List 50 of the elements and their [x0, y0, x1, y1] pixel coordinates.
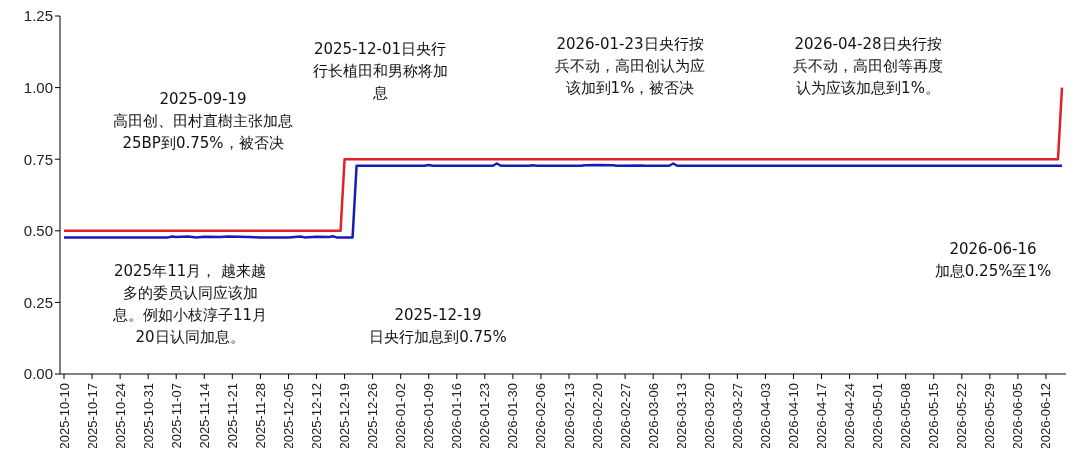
x-tick-label: 2026-04-24 [842, 383, 858, 450]
annotation: 2025年11月， 越来越多的委员认同应该加息。例如小枝淳子11月20日认同加息。 [111, 261, 269, 348]
x-tick-label: 2026-02-13 [561, 383, 577, 450]
y-tick-label: 1.25 [23, 7, 53, 25]
x-tick-label: 2026-03-06 [645, 383, 661, 450]
x-tick-label: 2026-06-12 [1038, 383, 1054, 450]
x-tick-label: 2025-12-19 [337, 383, 353, 450]
x-tick-label: 2026-05-08 [898, 383, 914, 450]
x-tick-label: 2025-12-12 [309, 383, 325, 450]
y-tick-label: 1.00 [23, 78, 53, 96]
x-tick-label: 2026-01-02 [393, 383, 409, 450]
y-tick-label: 0.00 [23, 365, 53, 383]
x-tick-label: 2025-11-07 [168, 383, 184, 449]
annotation: 2026-04-28日央行按兵不动，高田创等再度认为应该加息到1%。 [792, 34, 944, 99]
annotation: 2026-01-23日央行按兵不动，高田创认为应该加到1%，被否决 [554, 34, 706, 99]
x-tick-label: 2026-05-01 [870, 383, 886, 450]
line-series [62, 162, 1064, 239]
x-tick-label: 2026-06-05 [1010, 383, 1026, 450]
x-tick-label: 2025-10-10 [56, 383, 72, 450]
x-tick-label: 2026-02-27 [617, 383, 633, 450]
x-tick-label: 2026-02-06 [533, 383, 549, 450]
annotation: 2025-12-19 日央行加息到0.75% [369, 305, 507, 348]
x-tick-label: 2026-02-20 [589, 383, 605, 450]
x-tick-label: 2026-01-30 [505, 383, 521, 450]
x-tick-label: 2026-01-23 [477, 383, 493, 450]
x-tick-label: 2025-12-26 [365, 383, 381, 450]
x-tick-label: 2026-04-17 [814, 383, 830, 450]
annotation: 2025-12-01日央行行长植田和男称将加息 [311, 39, 449, 104]
x-tick-label: 2026-05-29 [982, 383, 998, 450]
x-tick-label: 2025-10-24 [112, 383, 128, 450]
x-tick-label: 2025-11-28 [252, 383, 268, 449]
x-tick-label: 2026-01-09 [421, 383, 437, 450]
x-tick-label: 2026-05-22 [954, 383, 970, 450]
x-tick-label: 2026-04-10 [785, 383, 801, 450]
x-tick-label: 2026-05-15 [926, 383, 942, 450]
annotation: 2025-09-19 高田创、田村直樹主张加息 25BP到0.75%，被否决 [112, 89, 294, 154]
x-tick-label: 2026-04-03 [757, 383, 773, 450]
y-tick-label: 0.75 [23, 150, 53, 168]
x-tick-label: 2025-10-31 [140, 383, 156, 450]
x-tick-label: 2025-11-14 [196, 383, 212, 449]
y-tick-label: 0.50 [23, 222, 53, 240]
annotation: 2026-06-16 加息0.25%至1% [934, 239, 1052, 282]
x-tick-label: 2026-01-16 [449, 383, 465, 450]
x-tick-label: 2026-03-13 [673, 383, 689, 450]
x-tick-label: 2025-11-21 [224, 383, 240, 449]
y-tick-label: 0.25 [23, 293, 53, 311]
x-tick-label: 2025-12-05 [280, 383, 296, 450]
x-tick-label: 2025-10-17 [84, 383, 100, 450]
x-tick-label: 2026-03-27 [729, 383, 745, 450]
x-tick-label: 2026-03-20 [701, 383, 717, 450]
